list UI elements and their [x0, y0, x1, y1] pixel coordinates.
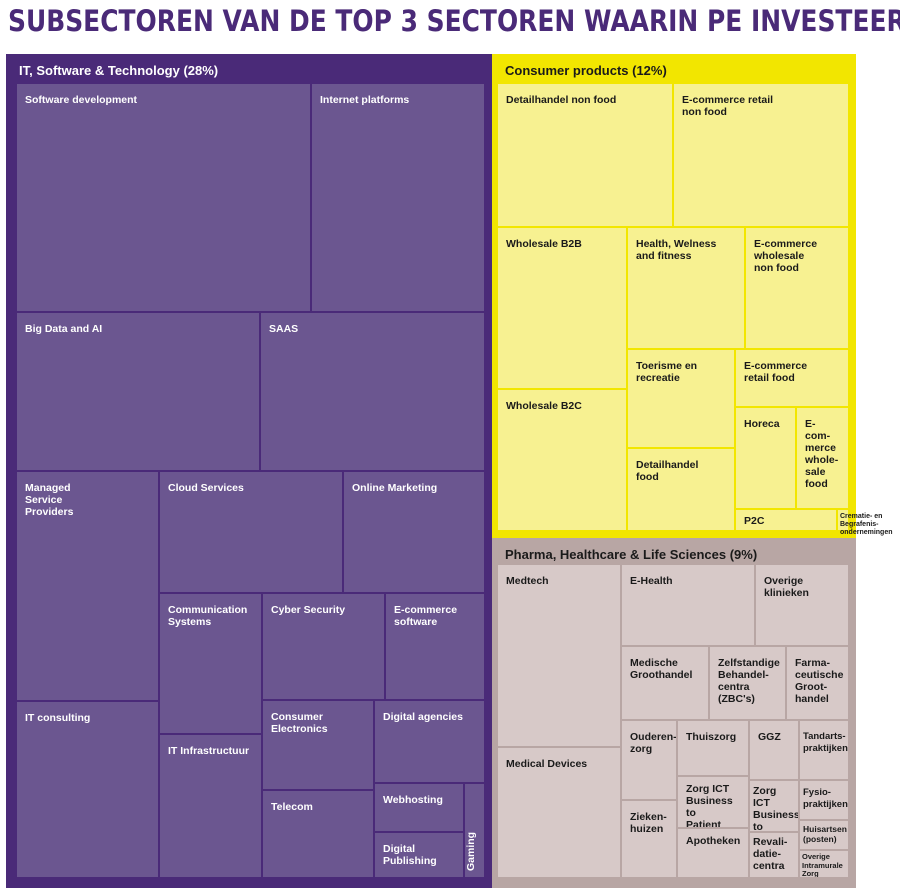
- cell-internet-platforms: Internet platforms: [312, 84, 484, 311]
- cell-medical-devices: Medical Devices: [498, 748, 620, 877]
- cell-detailhandel-food: Detailhandel food: [628, 449, 734, 530]
- cell-ecommerce-retail-food: E-commerce retail food: [736, 350, 848, 406]
- cell-detailhandel-non-food: Detailhandel non food: [498, 84, 672, 226]
- cell-webhosting: Webhosting: [375, 784, 463, 831]
- cell-thuiszorg: Thuiszorg: [678, 721, 748, 775]
- cell-it-consulting: IT consulting: [17, 702, 158, 877]
- cell-big-data-ai: Big Data and AI: [17, 313, 259, 470]
- cell-farma-groothandel: Farma- ceutische Groot- handel: [787, 647, 848, 719]
- cell-gaming: Gaming: [465, 784, 484, 877]
- cell-zbc: Zelfstandige Behandel- centra (ZBC's): [710, 647, 785, 719]
- cell-zorg-ict-b2p: Zorg ICT Business to Patient: [678, 777, 748, 827]
- cell-toerisme: Toerisme en recreatie: [628, 350, 734, 447]
- cell-saas: SAAS: [261, 313, 484, 470]
- cell-medtech: Medtech: [498, 565, 620, 746]
- cell-wholesale-b2c: Wholesale B2C: [498, 390, 626, 530]
- cell-wholesale-b2b: Wholesale B2B: [498, 228, 626, 388]
- cell-fysio: Fysio- praktijken: [800, 781, 848, 819]
- cell-digital-agencies: Digital agencies: [375, 701, 484, 782]
- cell-communication-systems: Communication Systems: [160, 594, 261, 733]
- sector-ph-label: Pharma, Healthcare & Life Sciences (9%): [505, 547, 758, 562]
- cell-ecommerce-software: E-commerce software: [386, 594, 484, 699]
- cell-ouderenzorg: Ouderen- zorg: [622, 721, 676, 799]
- cell-ziekenhuizen: Zieken- huizen: [622, 801, 676, 877]
- cell-ecommerce-wholesale-non-food: E-commerce wholesale non food: [746, 228, 848, 348]
- cell-p2c: P2C: [736, 510, 836, 530]
- cell-cyber-security: Cyber Security: [263, 594, 384, 699]
- cell-online-marketing: Online Marketing: [344, 472, 484, 592]
- cell-zorg-ict-b2b: Zorg ICT Business to Business: [750, 781, 798, 831]
- cell-telecom: Telecom: [263, 791, 373, 877]
- cell-ggz: GGZ: [750, 721, 798, 779]
- cell-ecommerce-retail-non-food: E-commerce retail non food: [674, 84, 848, 226]
- cell-tandarts: Tandarts- praktijken: [800, 721, 848, 779]
- cell-overige-klinieken: Overige klinieken: [756, 565, 848, 645]
- cell-consumer-electronics: Consumer Electronics: [263, 701, 373, 789]
- cell-software-development: Software development: [17, 84, 310, 311]
- cell-overige-intramurale: Overige Intramurale Zorg: [800, 851, 848, 877]
- cell-managed-service-providers: Managed Service Providers: [17, 472, 158, 700]
- sector-it-label: IT, Software & Technology (28%): [19, 63, 219, 78]
- chart-title: SUBSECTOREN VAN DE TOP 3 SECTOREN WAARIN…: [8, 4, 900, 38]
- cell-medische-groothandel: Medische Groothandel: [622, 647, 708, 719]
- cell-crematie: Crematie- en Begrafenis- ondernemingen: [838, 510, 893, 536]
- cell-ecommerce-wholesale-food: E-com- merce whole- sale food: [797, 408, 848, 508]
- cell-cloud-services: Cloud Services: [160, 472, 342, 592]
- cell-apotheken: Apotheken: [678, 829, 748, 877]
- cell-ehealth: E-Health: [622, 565, 754, 645]
- cell-health-welness: Health, Welness and fitness: [628, 228, 744, 348]
- sector-cp-label: Consumer products (12%): [505, 63, 667, 78]
- cell-digital-publishing: Digital Publishing: [375, 833, 463, 877]
- cell-horeca: Horeca: [736, 408, 795, 508]
- cell-huisartsen: Huisartsen (posten): [800, 821, 848, 849]
- cell-it-infrastructuur: IT Infrastructuur: [160, 735, 261, 877]
- cell-revalidatie: Revali- datie- centra: [750, 833, 798, 877]
